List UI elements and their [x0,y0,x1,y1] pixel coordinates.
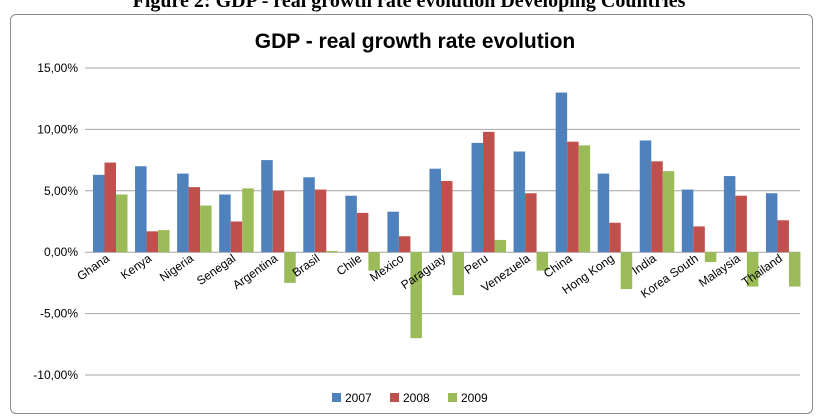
bar [284,252,296,283]
bar [200,205,212,253]
bar [261,160,273,253]
bar [765,193,778,253]
legend-swatch [390,393,399,402]
bar [177,173,189,253]
legend-swatch [448,393,457,402]
bar [429,168,441,253]
bar [345,195,357,253]
bar [704,252,717,263]
bar [639,140,652,253]
bar [681,189,694,253]
bar [483,131,495,253]
bar [746,252,759,287]
bar [314,189,327,253]
x-tick-label: Nigeria [157,251,196,284]
x-tick-label: Paraguay [398,251,448,292]
bar [219,194,231,253]
bar [693,226,705,253]
bar [471,142,484,253]
legend: 2007 2008 2009 [332,391,488,405]
bar [146,231,159,253]
bar [651,161,663,253]
bar [410,252,422,339]
x-tick-label: Peru [462,251,491,277]
bar [525,193,537,253]
y-tick-label: -10,00% [33,368,78,382]
bar [242,188,254,253]
legend-label: 2009 [461,391,488,405]
y-tick-label: 5,00% [44,184,78,198]
bar [158,230,170,253]
bar [188,187,201,253]
bar [513,151,526,253]
bar [440,180,453,253]
bar [326,250,338,253]
legend-label: 2007 [345,391,372,405]
bar [578,145,591,253]
bar [116,194,128,253]
y-tick-label: 10,00% [37,122,78,136]
bar [723,176,736,253]
bar [303,177,315,253]
bar [104,162,116,253]
bar [597,173,610,253]
x-tick-label: Ghana [74,251,112,283]
bar [387,211,399,253]
bar [368,252,380,271]
legend-label: 2008 [403,391,430,405]
bar [135,166,147,253]
bar [788,252,801,287]
y-tick-label: -5,00% [40,307,78,321]
bar [398,236,411,253]
x-tick-label: Thailand [739,251,785,289]
bar [452,252,464,296]
x-tick-label: Argentina [230,251,280,292]
bar [555,92,568,253]
figure-caption: Figure 2: GDP - real growth rate evoluti… [132,0,686,12]
x-tick-label: Kenya [118,251,154,282]
x-tick-label: India [629,251,659,278]
bar [567,141,579,253]
bar [93,174,105,253]
y-tick-label: 0,00% [44,245,78,259]
bar [272,190,285,253]
bars [93,92,801,339]
bar [356,212,369,253]
y-tick-label: 15,00% [37,61,78,75]
bar [735,195,747,253]
bar [230,221,243,253]
x-tick-label: Malaysia [696,251,743,290]
bar [777,220,789,253]
bar [609,222,621,253]
legend-swatch [332,393,341,402]
bar [662,171,675,253]
bar [620,252,633,290]
bar [494,239,507,253]
x-tick-label: Chile [334,251,365,278]
y-axis-labels: 15,00% 10,00% 5,00% 0,00% -5,00% -10,00% [33,61,78,382]
chart-title: GDP - real growth rate evolution [255,30,576,53]
bar [536,252,549,271]
